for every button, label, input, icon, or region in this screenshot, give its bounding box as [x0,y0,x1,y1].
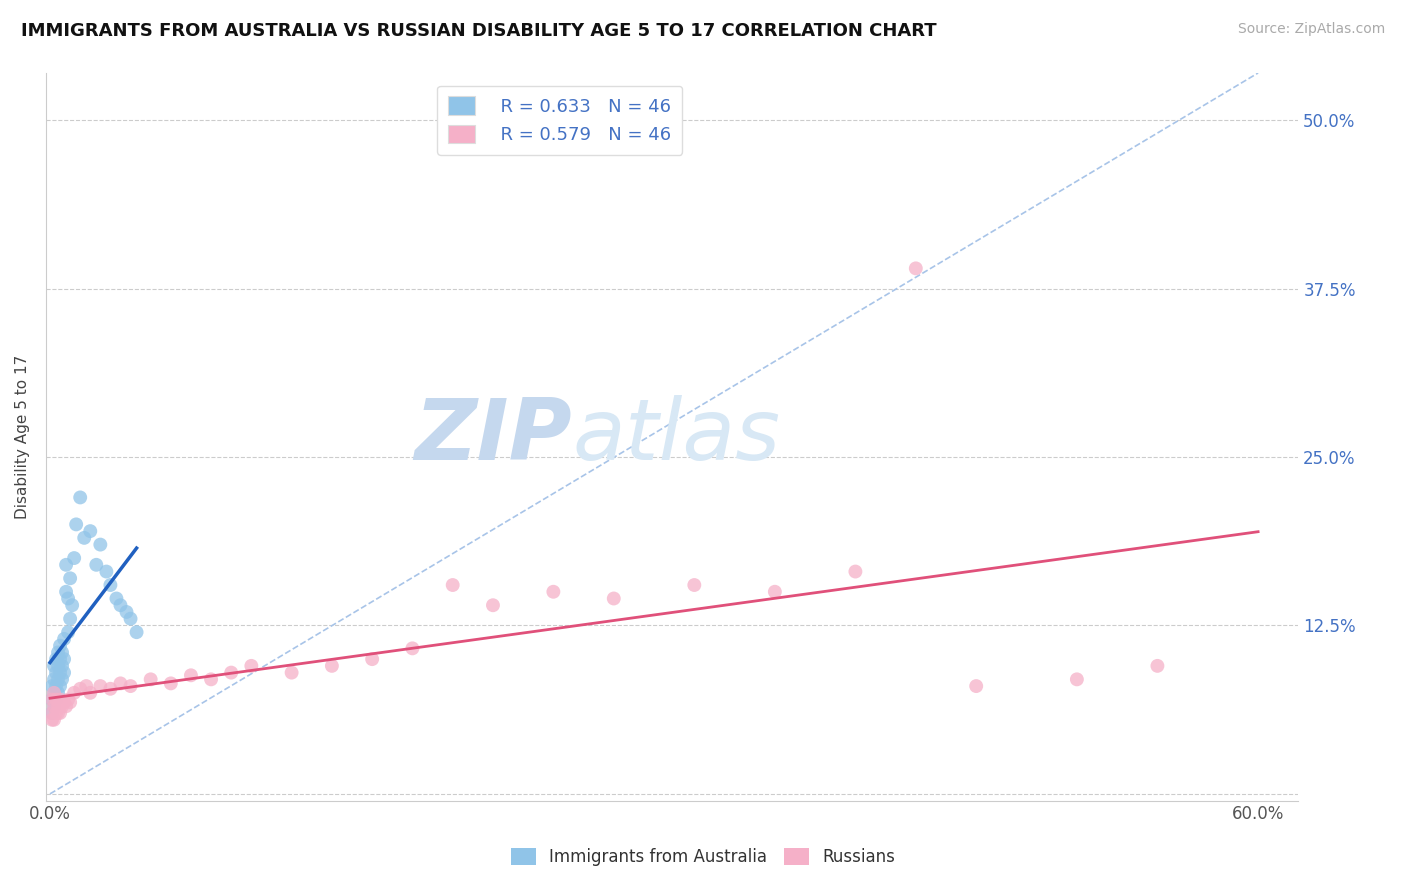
Point [42,699,65,714]
Legend: Immigrants from Australia, Russians: Immigrants from Australia, Russians [505,841,901,873]
Point [53,695,76,709]
Point [55,699,77,714]
Point [59,695,82,709]
Point [844,565,866,579]
Point [105,591,128,606]
Point [49,679,72,693]
Point [240,658,263,673]
Point [763,584,786,599]
Point [120,612,142,626]
Point [46,673,69,687]
Point [42,658,65,673]
Point [51,645,73,659]
Point [46,645,69,659]
Point [51,658,73,673]
Point [46,658,69,673]
Point [41,713,63,727]
Point [84,558,107,572]
Point [904,261,927,276]
Point [55,558,77,572]
Point [49,692,72,706]
Point [482,599,505,613]
Point [100,578,122,592]
Point [965,679,987,693]
Point [45,692,67,706]
Point [46,686,69,700]
Point [115,605,138,619]
Point [49,639,72,653]
Point [42,699,65,714]
Point [200,673,222,687]
Text: ZIP: ZIP [415,395,572,478]
Text: IMMIGRANTS FROM AUSTRALIA VS RUSSIAN DISABILITY AGE 5 TO 17 CORRELATION CHART: IMMIGRANTS FROM AUSTRALIA VS RUSSIAN DIS… [21,22,936,40]
Point [79,686,101,700]
Point [55,584,77,599]
Point [42,686,65,700]
Point [49,665,72,680]
Point [100,681,122,696]
Point [45,706,67,720]
Point [41,706,63,720]
Point [69,491,91,505]
Point [56,591,79,606]
Point [51,699,73,714]
Point [125,625,148,640]
Point [79,524,101,538]
Point [63,551,86,566]
Point [63,686,86,700]
Point [59,612,82,626]
Point [53,665,76,680]
Point [53,652,76,666]
Text: atlas: atlas [572,395,780,478]
Point [65,517,87,532]
Y-axis label: Disability Age 5 to 17: Disability Age 5 to 17 [15,355,30,519]
Point [46,706,69,720]
Point [441,578,464,592]
Point [51,673,73,687]
Point [42,713,65,727]
Point [46,699,69,714]
Point [45,652,67,666]
Point [60,599,83,613]
Point [89,679,111,693]
Point [42,686,65,700]
Point [110,599,132,613]
Point [1066,673,1088,687]
Point [120,679,142,693]
Point [41,706,63,720]
Point [110,676,132,690]
Point [219,665,242,680]
Point [683,578,706,592]
Point [73,531,96,545]
Point [361,652,384,666]
Legend:   R = 0.633   N = 46,   R = 0.579   N = 46: R = 0.633 N = 46, R = 0.579 N = 46 [437,86,682,155]
Point [41,692,63,706]
Point [180,668,202,682]
Point [56,692,79,706]
Point [75,679,97,693]
Point [159,676,181,690]
Point [56,625,79,640]
Point [603,591,626,606]
Point [69,681,91,696]
Point [45,692,67,706]
Point [59,571,82,585]
Point [42,673,65,687]
Point [45,679,67,693]
Point [45,665,67,680]
Point [89,538,111,552]
Point [41,679,63,693]
Point [321,658,343,673]
Point [96,565,118,579]
Point [1146,658,1168,673]
Point [139,673,162,687]
Text: Source: ZipAtlas.com: Source: ZipAtlas.com [1237,22,1385,37]
Point [49,706,72,720]
Point [41,692,63,706]
Point [401,641,423,656]
Point [543,584,565,599]
Point [49,652,72,666]
Point [280,665,302,680]
Point [53,632,76,646]
